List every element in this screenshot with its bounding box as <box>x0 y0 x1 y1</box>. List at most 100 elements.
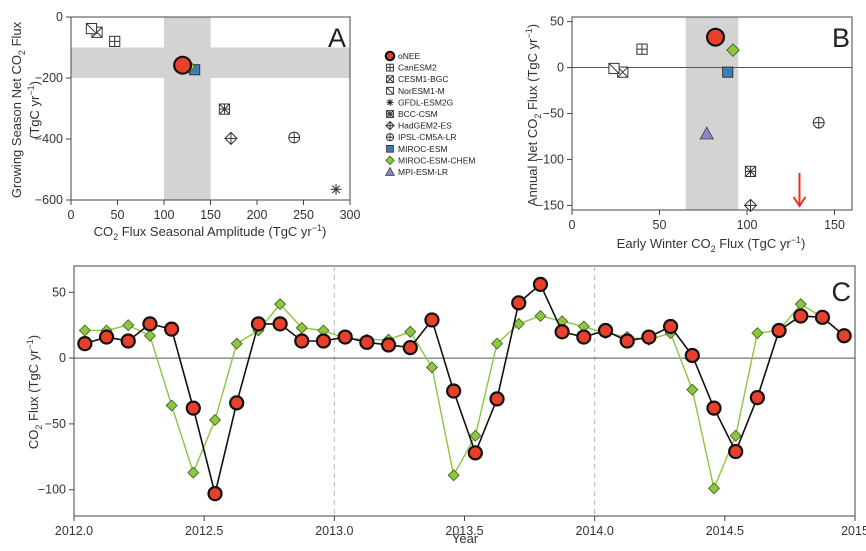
panel-c-point-onee-7-shape <box>229 395 245 411</box>
panel-c-point-onee-24-shape <box>597 322 614 339</box>
panel-c-point-miroc-esm-chem-10-shape <box>295 321 308 334</box>
panel-c-xtick-label-2013-0: 2013.0 <box>315 524 353 538</box>
panel-c-point-onee-14-shape <box>380 337 397 353</box>
panel-c-point-onee-5 <box>185 400 201 416</box>
panel-c-ylabel: CO2 Flux (TgC yr−1) <box>25 335 44 449</box>
panel-b-point-mpi-esm-lr-shape <box>699 126 715 140</box>
panel-c-point-onee-26 <box>641 329 657 345</box>
panel-c-point-miroc-esm-chem-19 <box>491 337 504 350</box>
panel-c-point-miroc-esm-chem-7 <box>230 337 243 350</box>
panel-a-point-hadgem2-es <box>224 131 238 146</box>
panel-c-point-onee-34 <box>814 309 831 325</box>
panel-c-point-onee-25 <box>619 333 635 349</box>
panel-a-ticks: 0 50 100 150 200 250 300 0 −200 −400 −600 <box>35 10 361 222</box>
panel-b-point-noresm1-m-d1 <box>608 63 620 74</box>
panel-c-point-miroc-esm-chem-4-shape <box>165 399 178 412</box>
panel-b-xtick-label-100: 100 <box>737 218 758 232</box>
panel-c-xtick-label-2014-0: 2014.0 <box>576 524 614 538</box>
legend-marker-onee-shape <box>384 50 396 62</box>
panel-c-point-miroc-esm-chem-19-shape <box>491 337 504 350</box>
panel-a-ylabel-line1: Growing Season Net CO2 Flux <box>9 21 27 198</box>
panel-c-point-onee-9 <box>272 316 288 332</box>
panel-c-point-miroc-esm-chem-3-shape <box>143 329 156 342</box>
panel-c-point-onee-16-shape <box>424 312 440 328</box>
legend-marker-hadgem2-es <box>385 120 395 131</box>
panel-a-letter: A <box>328 23 346 53</box>
panel-c-point-onee-34-shape <box>814 309 831 325</box>
panel-c-point-onee-20-shape <box>511 295 527 311</box>
panel-c-point-miroc-esm-chem-17-shape <box>447 469 460 482</box>
panel-a-point-gfdl-esm2g-ray-3 <box>331 185 341 194</box>
panel-a-point-gfdl-esm2g <box>330 183 342 195</box>
panel-a-point-ipsl-cm5a-lr <box>288 131 301 144</box>
panel-b-ytick-label-100: −100 <box>536 152 564 166</box>
panel-c-point-onee-1 <box>98 329 115 345</box>
panel-a-xtick-label-150: 150 <box>200 208 221 222</box>
panel-c-point-onee-35 <box>836 328 852 344</box>
panel-a-xtick-label-50: 50 <box>111 208 125 222</box>
panel-b-point-canesm2 <box>636 43 648 55</box>
panel-c-point-onee-11 <box>315 333 332 349</box>
panel-c-point-miroc-esm-chem-21-shape <box>534 309 547 323</box>
panel-a-xtick-label-300: 300 <box>340 208 361 222</box>
panel-c-point-onee-15-shape <box>402 339 418 356</box>
panel-c-point-miroc-esm-chem-10 <box>295 321 308 334</box>
panel-c-point-onee-22-shape <box>554 324 570 340</box>
panel-a-ytick-label-400: −400 <box>35 132 63 146</box>
panel-c-point-onee-23-shape <box>576 329 592 345</box>
panel-a-xtick-label-0: 0 <box>68 208 75 222</box>
panel-c-point-onee-19-shape <box>489 391 505 407</box>
panel-c-point-onee-26-shape <box>641 329 657 345</box>
panel-c-letter: C <box>832 277 852 307</box>
panel-c-point-onee-6 <box>207 486 223 502</box>
panel-c-ytick-label-50: 50 <box>52 285 66 299</box>
panel-a-point-bcc-csm-d2 <box>218 103 230 115</box>
panel-c-ytick-label-100: −100 <box>38 483 66 497</box>
panel-a-point-onee-shape <box>173 55 193 75</box>
panel-c-series <box>77 276 852 502</box>
panel-c-point-onee-6-shape <box>207 486 223 502</box>
panel-b-red-arrow-head <box>792 196 807 208</box>
panel-c-point-onee-17 <box>446 383 462 399</box>
legend-label-onee: oNEE <box>398 51 421 61</box>
panel-a-point-noresm1-m-d1 <box>86 23 97 35</box>
panel-b-ytick-label-50: −50 <box>543 107 564 121</box>
legend-marker-cesm1-bgc-d2 <box>386 75 394 83</box>
panel-c-line-onee <box>84 283 845 494</box>
panel-c-point-onee-5-shape <box>185 400 201 416</box>
panel-c-xtick-label-2012-5: 2012.5 <box>185 524 223 538</box>
panel-c-point-miroc-esm-chem-30 <box>729 429 742 442</box>
panel-a-point-canesm2 <box>109 35 121 47</box>
panel-a-ytick-label-200: −200 <box>35 71 63 85</box>
panel-c-point-onee-4 <box>164 321 180 337</box>
panel-a-points <box>85 22 342 195</box>
legend-label-miroc-esm-chem: MIROC-ESM-CHEM <box>398 155 475 165</box>
legend-marker-bcc-csm <box>386 110 394 118</box>
panel-a-ytick-label-0: 0 <box>56 10 63 24</box>
legend-marker-miroc-esm-shape <box>386 144 394 153</box>
panel-c-ytick-label-0: 0 <box>59 351 66 365</box>
panel-c-point-onee-2-shape <box>120 333 136 349</box>
panel-a-point-bcc-csm <box>218 103 231 115</box>
panel-b-point-miroc-esm-chem-shape <box>726 43 740 57</box>
panel-c-point-onee-14 <box>380 337 397 353</box>
panel-b-point-onee <box>705 27 725 47</box>
panel-c-point-miroc-esm-chem-16 <box>425 361 438 374</box>
legend-marker-mpi-esm-lr-shape <box>384 166 396 176</box>
legend-marker-noresm1-m <box>386 86 394 95</box>
panel-c-point-miroc-esm-chem-28 <box>686 383 699 396</box>
panel-c-point-onee-31-shape <box>749 389 765 406</box>
panel-a: 0 50 100 150 200 250 300 0 −200 −400 −600 A CO2 Fl… <box>9 10 360 242</box>
panel-c-point-miroc-esm-chem-21 <box>534 309 547 323</box>
panel-c-point-miroc-esm-chem-5 <box>187 466 200 479</box>
panel-c-point-miroc-esm-chem-30-shape <box>729 429 742 442</box>
panel-c-ytick-label-50: −50 <box>45 417 66 431</box>
panel-c-point-onee-33 <box>793 308 809 324</box>
panel-b-red-arrow <box>792 173 807 208</box>
panel-a-xtick-label-250: 250 <box>293 208 314 222</box>
panel-b: 0 50 100 150 50 0 −50 −100 −150 B Early Winter C… <box>524 15 853 254</box>
panel-c-point-onee-21 <box>532 276 549 293</box>
panel-b-point-miroc-esm <box>722 66 734 78</box>
panel-c-point-onee-33-shape <box>793 308 809 324</box>
panel-c-point-onee-13 <box>359 334 375 350</box>
